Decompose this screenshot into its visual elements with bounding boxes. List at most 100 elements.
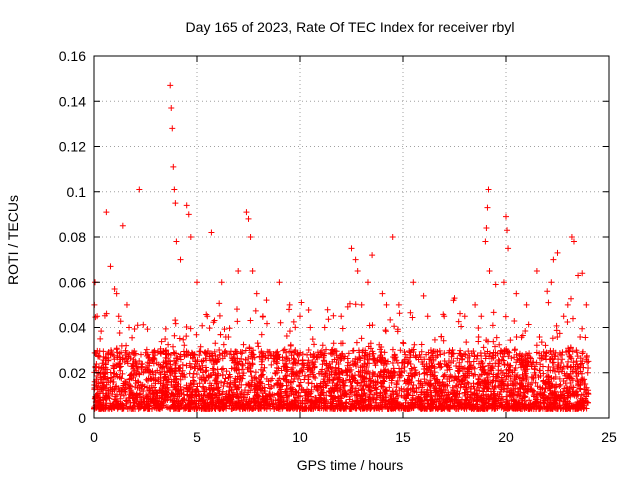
data-point [298, 299, 305, 306]
data-point [110, 370, 117, 377]
data-point [225, 334, 232, 341]
data-point [304, 393, 311, 400]
data-point [261, 364, 268, 371]
data-point-peak [500, 279, 507, 286]
data-point [522, 350, 529, 357]
y-axis-title: ROTI / TECUs [5, 195, 21, 285]
data-point [291, 403, 298, 410]
data-point [94, 373, 101, 380]
data-point [532, 363, 539, 370]
data-point [229, 356, 236, 363]
data-point [123, 342, 130, 349]
data-point [165, 341, 172, 348]
data-point [133, 380, 140, 387]
data-point-peak [136, 186, 143, 193]
data-point [159, 365, 166, 372]
y-tick-label: 0 [78, 410, 86, 426]
data-point [470, 372, 477, 379]
data-point [565, 347, 572, 354]
data-point [333, 370, 340, 377]
data-point [175, 380, 182, 387]
data-point [530, 374, 537, 381]
data-point [128, 389, 135, 396]
data-point [522, 328, 529, 335]
data-point-peak [389, 234, 396, 240]
data-point [271, 382, 278, 389]
data-point [544, 399, 551, 406]
data-point [564, 319, 571, 326]
data-point [394, 359, 401, 366]
data-point [374, 357, 381, 364]
data-point [470, 358, 477, 365]
data-point [358, 301, 365, 308]
data-point [244, 366, 251, 373]
data-point [510, 397, 517, 404]
data-point-peak [208, 229, 215, 236]
data-point [234, 376, 241, 383]
data-point [536, 367, 543, 374]
data-point [365, 343, 372, 350]
data-point [525, 405, 532, 412]
data-point [401, 363, 408, 370]
data-point [394, 326, 401, 333]
data-point [140, 321, 147, 328]
data-point [437, 351, 444, 358]
data-point [569, 368, 576, 375]
data-point [245, 360, 252, 367]
data-point [157, 350, 164, 357]
data-point [493, 334, 500, 341]
data-point [419, 358, 426, 365]
data-point [214, 372, 221, 379]
data-point [501, 362, 508, 369]
data-point [413, 389, 420, 396]
data-point [574, 404, 581, 411]
data-point [407, 352, 414, 359]
data-point [183, 351, 190, 358]
data-point [251, 354, 258, 361]
y-tick-label: 0.08 [59, 229, 86, 245]
data-point [189, 354, 196, 361]
data-point [470, 398, 477, 405]
data-point [485, 392, 492, 399]
data-point [339, 369, 346, 376]
data-point [435, 361, 442, 368]
data-point [462, 386, 469, 393]
data-point [200, 383, 207, 390]
data-point [440, 381, 447, 388]
data-point [563, 363, 570, 370]
data-point [496, 358, 503, 365]
data-point [350, 374, 357, 381]
data-point [246, 345, 253, 352]
data-point [458, 323, 465, 330]
data-point [346, 362, 353, 369]
data-point [276, 354, 283, 361]
data-point [288, 352, 295, 359]
data-point [428, 371, 435, 378]
data-point-peak [513, 290, 520, 297]
data-point [278, 403, 285, 410]
data-point [153, 359, 160, 366]
data-point [506, 392, 513, 399]
data-point [328, 371, 335, 378]
data-point [227, 348, 234, 355]
data-point [355, 387, 362, 394]
data-point [454, 405, 461, 412]
data-point [307, 371, 314, 378]
data-point [100, 348, 107, 355]
data-point [116, 330, 123, 337]
data-point [242, 387, 249, 394]
data-point [512, 346, 519, 353]
data-point [150, 349, 157, 356]
data-point [187, 399, 194, 406]
data-point [219, 388, 226, 395]
data-point [234, 318, 241, 325]
data-point [302, 372, 309, 379]
data-point-peak [523, 301, 530, 308]
data-point [427, 403, 434, 410]
data-point [177, 351, 184, 358]
data-point [212, 405, 219, 412]
data-point [454, 388, 461, 395]
data-point [465, 348, 472, 355]
data-point [433, 354, 440, 361]
data-point [256, 379, 263, 386]
